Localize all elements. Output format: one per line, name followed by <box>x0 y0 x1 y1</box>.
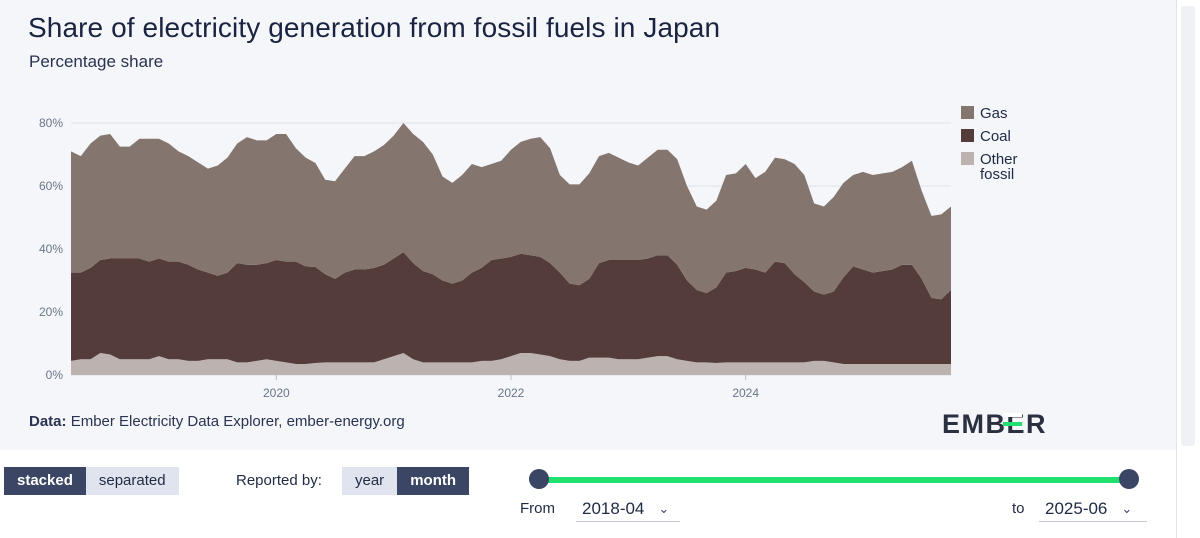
y-tick-label: 0% <box>46 368 64 382</box>
legend-swatch-other-fossil <box>961 152 974 165</box>
separated-button[interactable]: separated <box>85 467 179 495</box>
source-text: Ember Electricity Data Explorer, ember-e… <box>70 413 405 430</box>
legend-label: Coal <box>980 128 1011 145</box>
stacked-area-chart: 0% 20% 40% 60% 80% 2020 2022 2024 Gas Coal Other fo… <box>39 105 1018 400</box>
y-tick-label: 20% <box>39 305 63 319</box>
x-tick-label: 2024 <box>732 386 759 400</box>
area-series-gas <box>71 123 951 300</box>
stacked-button[interactable]: stacked <box>4 467 86 495</box>
scrollbar-thumb[interactable] <box>1181 6 1195 446</box>
month-button[interactable]: month <box>397 467 470 495</box>
chevron-down-icon: ⌄ <box>658 501 670 516</box>
date-range-track[interactable] <box>540 477 1130 483</box>
y-tick-label: 80% <box>39 116 63 130</box>
from-select[interactable]: 2018-04 ⌄ <box>576 497 680 522</box>
to-value: 2025-06 <box>1045 499 1108 518</box>
logo-bar-mask <box>1003 413 1022 417</box>
chart-subtitle: Percentage share <box>29 52 164 71</box>
x-tick-label: 2022 <box>498 386 525 400</box>
ember-logo: EMBER <box>942 409 1047 438</box>
legend-label: Other fossil <box>980 151 1018 183</box>
data-source: Data: Ember Electricity Data Explorer, e… <box>29 413 405 430</box>
from-label: From <box>520 500 555 517</box>
y-tick-label: 40% <box>39 242 63 256</box>
area-series-coal <box>71 252 951 364</box>
x-tick-label: 2020 <box>263 386 290 400</box>
range-start-handle[interactable] <box>529 469 549 489</box>
from-value: 2018-04 <box>582 499 645 518</box>
range-end-handle[interactable] <box>1119 469 1139 489</box>
source-label: Data: <box>29 413 67 430</box>
ember-logo-text: EMBER <box>942 409 1047 438</box>
area-series-other-fossil <box>71 352 951 375</box>
legend-swatch-gas <box>961 106 974 119</box>
to-select[interactable]: 2025-06 ⌄ <box>1039 497 1147 522</box>
logo-accent-bar <box>1003 422 1022 426</box>
reported-by-toggle: year month <box>342 467 470 495</box>
legend-label: Gas <box>980 105 1008 122</box>
chart-card: Share of electricity generation from fos… <box>0 0 1176 450</box>
year-button[interactable]: year <box>342 467 398 495</box>
view-mode-toggle: stacked separated <box>4 467 179 495</box>
page-scrollbar[interactable] <box>1176 0 1200 538</box>
page-title: Share of electricity generation from fos… <box>28 12 721 43</box>
to-label: to <box>1012 500 1025 517</box>
chevron-down-icon: ⌄ <box>1121 501 1133 516</box>
y-tick-label: 60% <box>39 179 63 193</box>
reported-by-label: Reported by: <box>236 472 322 489</box>
legend-swatch-coal <box>961 129 974 142</box>
